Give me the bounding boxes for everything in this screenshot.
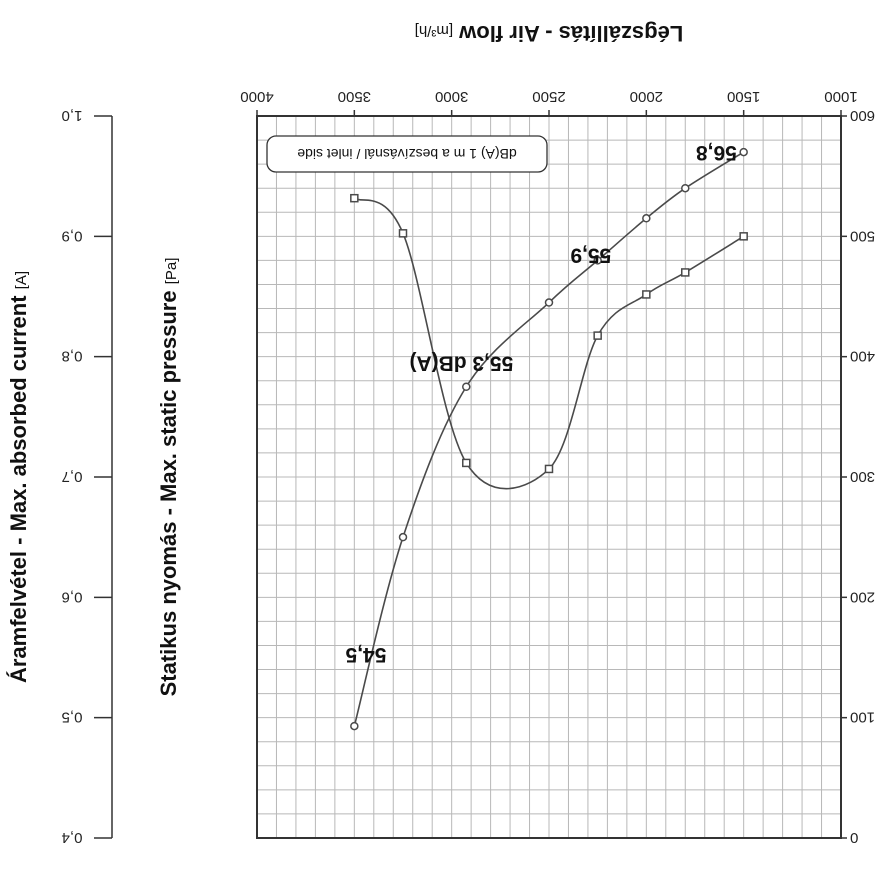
current-point xyxy=(681,268,690,277)
pressure-point xyxy=(398,532,408,542)
y-tick-label: 400 xyxy=(850,348,875,365)
x-tick-label: 2000 xyxy=(630,88,663,105)
pressure-point xyxy=(593,256,602,265)
y-tick-label: 200 xyxy=(850,588,875,605)
y2-tick-label: 1,0 xyxy=(62,107,83,124)
current-point xyxy=(642,290,651,299)
y2-tick-label: 0,9 xyxy=(62,227,83,244)
y-axis-unit: [Pa] xyxy=(163,258,180,285)
y2-tick-label: 0,5 xyxy=(62,709,83,726)
noise-level-label: 55,9 xyxy=(570,243,611,266)
note-box xyxy=(266,135,548,173)
y-tick-label: 0 xyxy=(850,829,858,846)
pressure-point xyxy=(462,382,471,391)
x-tick-label: 2500 xyxy=(532,88,565,105)
pressure-point xyxy=(350,721,359,731)
current-point xyxy=(398,229,408,238)
current-curve xyxy=(353,197,745,490)
pressure-point xyxy=(681,183,690,193)
current-point xyxy=(544,464,554,474)
y-tick-label: 600 xyxy=(850,107,875,124)
rotated-chart-group: 1000 1500 2000 2500 3000 3500 4000 0 100 200 300 40… xyxy=(6,21,875,846)
y2-tick-label: 0,8 xyxy=(62,348,83,365)
x-tick-label: 3000 xyxy=(435,88,468,105)
current-point xyxy=(462,458,471,468)
x-tick-label: 4000 xyxy=(240,88,273,105)
x-axis-title: Légszállítás - Air flow [m³/h] xyxy=(415,21,684,46)
current-point xyxy=(739,232,748,241)
noise-level-label: 55,3 dB(A) xyxy=(409,352,513,375)
y-tick-label: 100 xyxy=(850,709,875,726)
y2-tick-label: 0,7 xyxy=(62,468,83,485)
current-point xyxy=(350,193,359,203)
y-tick-label: 500 xyxy=(850,227,875,244)
y-tick-label: 300 xyxy=(850,468,875,485)
noise-level-label: 56,8 xyxy=(696,141,737,164)
noise-level-label: 54,5 xyxy=(345,643,386,666)
pressure-point xyxy=(642,214,651,223)
x-axis-unit: [m³/h] xyxy=(415,22,453,39)
pressure-point xyxy=(739,147,748,157)
x-tick-label: 1500 xyxy=(727,88,760,105)
y-axis-title: Statikus nyomás - Max. static pressure [… xyxy=(156,258,181,697)
y2-tick-label: 0,6 xyxy=(62,588,83,605)
note-text: dB(A) 1 m a beszívásnál / inlet side xyxy=(297,146,517,162)
y2-axis-title: Áramfelvétel - Max. absorbed current [A] xyxy=(6,271,31,683)
x-tick-label: 3500 xyxy=(338,88,371,105)
pressure-point xyxy=(544,298,554,307)
y2-tick-label: 0,4 xyxy=(62,829,83,846)
y2-axis-unit: [A] xyxy=(13,271,30,289)
x-tick-label: 1000 xyxy=(824,88,857,105)
current-point xyxy=(593,331,602,340)
